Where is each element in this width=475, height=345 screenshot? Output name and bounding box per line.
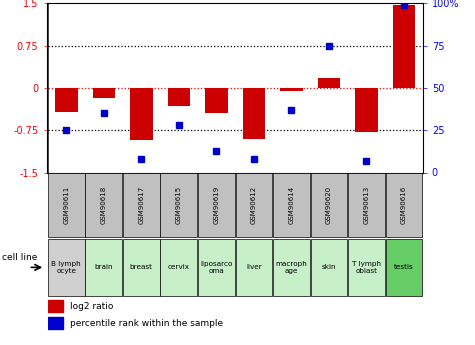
Text: cell line: cell line xyxy=(2,253,38,262)
Bar xyxy=(48,317,63,329)
Bar xyxy=(348,239,385,296)
Text: GSM90617: GSM90617 xyxy=(138,186,144,224)
Text: macroph
age: macroph age xyxy=(276,261,307,274)
Bar xyxy=(273,173,310,237)
Bar xyxy=(130,88,152,140)
Text: log2 ratio: log2 ratio xyxy=(70,302,114,311)
Text: GSM90611: GSM90611 xyxy=(63,186,69,224)
Bar xyxy=(205,88,228,114)
Text: breast: breast xyxy=(130,264,153,270)
Bar xyxy=(273,239,310,296)
Text: GSM90612: GSM90612 xyxy=(251,186,257,224)
Bar xyxy=(311,239,347,296)
Text: liposarco
oma: liposarco oma xyxy=(200,261,233,274)
Bar xyxy=(311,173,347,237)
Bar xyxy=(348,173,385,237)
Bar xyxy=(198,239,235,296)
Bar xyxy=(123,239,160,296)
Bar xyxy=(386,239,422,296)
Text: GSM90619: GSM90619 xyxy=(213,186,219,224)
Bar xyxy=(168,88,190,106)
Text: B lymph
ocyte: B lymph ocyte xyxy=(51,261,81,274)
Bar xyxy=(393,5,415,88)
Bar xyxy=(55,88,77,112)
Bar xyxy=(318,78,340,88)
Text: testis: testis xyxy=(394,264,414,270)
Text: skin: skin xyxy=(322,264,336,270)
Text: GSM90614: GSM90614 xyxy=(288,186,294,224)
Bar xyxy=(236,173,272,237)
Bar xyxy=(198,173,235,237)
Bar xyxy=(161,173,197,237)
Text: percentile rank within the sample: percentile rank within the sample xyxy=(70,319,223,328)
Bar xyxy=(86,239,122,296)
Bar xyxy=(48,300,63,312)
Text: GSM90616: GSM90616 xyxy=(401,186,407,224)
Bar xyxy=(123,173,160,237)
Text: GSM90615: GSM90615 xyxy=(176,186,182,224)
Bar xyxy=(48,239,85,296)
Text: GSM90620: GSM90620 xyxy=(326,186,332,224)
Bar xyxy=(355,88,378,132)
Bar xyxy=(161,239,197,296)
Bar xyxy=(236,239,272,296)
Title: GDS1835 / 1955: GDS1835 / 1955 xyxy=(183,0,287,1)
Text: T lymph
oblast: T lymph oblast xyxy=(352,261,381,274)
Bar xyxy=(386,173,422,237)
Text: GSM90618: GSM90618 xyxy=(101,186,107,224)
Bar xyxy=(48,173,85,237)
Bar xyxy=(86,173,122,237)
Text: brain: brain xyxy=(95,264,113,270)
Bar xyxy=(280,88,303,91)
Text: GSM90613: GSM90613 xyxy=(363,186,370,224)
Text: cervix: cervix xyxy=(168,264,190,270)
Bar xyxy=(243,88,265,139)
Text: liver: liver xyxy=(246,264,262,270)
Bar xyxy=(93,88,115,98)
